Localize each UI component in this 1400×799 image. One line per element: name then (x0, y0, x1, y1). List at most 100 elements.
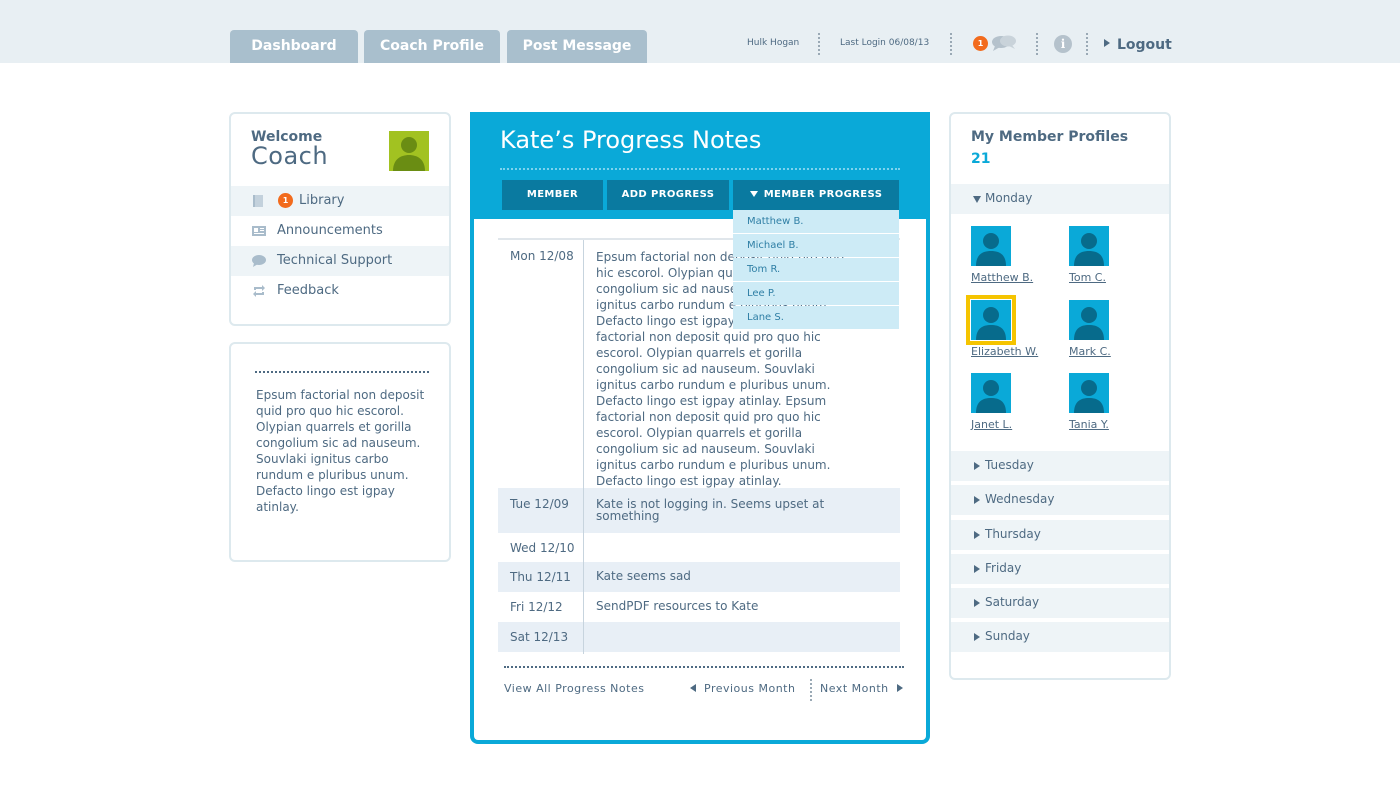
dropdown-item[interactable]: Tom R. (733, 258, 899, 281)
view-all-notes-link[interactable]: View All Progress Notes (504, 682, 645, 695)
dropdown-item[interactable]: Matthew B. (733, 210, 899, 233)
table-row[interactable]: Fri 12/12 SendPDF resources to Kate (498, 592, 900, 622)
day-saturday[interactable]: Saturday (951, 588, 1169, 618)
message-count-badge: 1 (973, 36, 988, 51)
tab-member-profile[interactable]: MEMBER PROFILE (502, 180, 603, 230)
avatar (971, 373, 1011, 413)
divider (818, 33, 820, 55)
table-row[interactable]: Wed 12/10 (498, 533, 900, 562)
table-row[interactable]: Tue 12/09 Kate is not logging in. Seems … (498, 488, 900, 533)
coach-label: Coach (251, 142, 329, 170)
day-wednesday[interactable]: Wednesday (951, 485, 1169, 515)
avatar (966, 295, 1016, 345)
person-silhouette-icon (976, 233, 1006, 266)
sidebar-item-announcements[interactable]: Announcements (231, 216, 449, 246)
day-label: Saturday (985, 595, 1040, 609)
day-sunday[interactable]: Sunday (951, 622, 1169, 652)
note-text: Kate seems sad (596, 569, 691, 583)
dotted-divider (504, 666, 904, 668)
sidebar-item-technical-support[interactable]: Technical Support (231, 246, 449, 276)
tab-coach-profile[interactable]: Coach Profile (364, 30, 500, 63)
newspaper-icon (252, 226, 266, 236)
caret-down-icon (973, 196, 981, 203)
arrow-right-icon (896, 684, 903, 692)
dropdown-item[interactable]: Lee P. (733, 282, 899, 305)
chat-icon[interactable] (991, 34, 1017, 52)
note-date: Mon 12/08 (510, 249, 574, 263)
divider (1036, 33, 1038, 55)
member-card[interactable]: Mark C. (1069, 300, 1149, 358)
divider (1086, 33, 1088, 55)
blurb-text: Epsum factorial non deposit quid pro quo… (256, 388, 425, 514)
note-date: Wed 12/10 (510, 541, 575, 555)
sidebar-item-label: Technical Support (277, 253, 393, 268)
member-name: Elizabeth W. (971, 345, 1039, 358)
member-card[interactable]: Tom C. (1069, 226, 1149, 284)
info-blurb-panel: Epsum factorial non deposit quid pro quo… (229, 342, 451, 562)
note-date: Fri 12/12 (510, 600, 563, 614)
next-month-link[interactable]: Next Month (820, 682, 903, 695)
member-name: Tania Y. (1069, 418, 1109, 431)
play-arrow-icon (1104, 39, 1110, 47)
next-month-label: Next Month (820, 682, 889, 695)
day-label: Thursday (985, 527, 1041, 541)
logout-label: Logout (1117, 37, 1172, 53)
dropdown-item[interactable]: Michael B. (733, 234, 899, 257)
current-user-name[interactable]: Hulk Hogan (747, 38, 800, 48)
divider (950, 33, 952, 55)
member-card[interactable]: Tania Y. (1069, 373, 1149, 431)
day-label: Tuesday (985, 458, 1034, 472)
note-date: Sat 12/13 (510, 630, 569, 644)
member-name: Mark C. (1069, 345, 1111, 358)
avatar (1069, 373, 1109, 413)
sidebar-item-feedback[interactable]: Feedback (231, 276, 449, 306)
avatar (1069, 300, 1109, 340)
info-icon[interactable]: i (1054, 35, 1072, 53)
day-label: Sunday (985, 629, 1030, 643)
person-silhouette-icon (976, 307, 1006, 340)
tab-dashboard[interactable]: Dashboard (230, 30, 358, 63)
member-profiles-panel: My Member Profiles 21 Monday Matthew B. … (949, 112, 1171, 680)
logout-link[interactable]: Logout (1104, 37, 1172, 53)
member-dropdown-menu: Matthew B. Michael B. Tom R. Lee P. Lane… (733, 210, 899, 330)
library-count-badge: 1 (278, 193, 293, 208)
progress-notes-header: Kate’s Progress Notes MEMBER PROFILE ADD… (470, 112, 930, 230)
tab-add-progress-note[interactable]: ADD PROGRESS NOTE (607, 180, 729, 230)
table-row[interactable]: Sat 12/13 (498, 622, 900, 652)
previous-month-link[interactable]: Previous Month (690, 682, 795, 695)
previous-month-label: Previous Month (704, 682, 796, 695)
tab-post-message[interactable]: Post Message (507, 30, 647, 63)
day-thursday[interactable]: Thursday (951, 520, 1169, 550)
book-icon (253, 195, 263, 207)
day-label: Friday (985, 561, 1022, 575)
avatar (971, 226, 1011, 266)
member-name: Matthew B. (971, 271, 1034, 284)
note-date: Tue 12/09 (510, 497, 569, 511)
member-name: Tom C. (1069, 271, 1106, 284)
progress-notes-panel: Kate’s Progress Notes MEMBER PROFILE ADD… (470, 112, 930, 744)
top-navigation-bar: Dashboard Coach Profile Post Message Hul… (0, 0, 1400, 63)
column-divider (583, 240, 584, 654)
member-card[interactable]: Janet L. (971, 373, 1051, 431)
divider (498, 238, 900, 240)
member-card[interactable]: Elizabeth W. (966, 295, 1051, 358)
caret-right-icon (974, 531, 980, 539)
sidebar-item-library[interactable]: 1 Library (231, 186, 449, 216)
member-card[interactable]: Matthew B. (971, 226, 1051, 284)
table-row[interactable]: Thu 12/11 Kate seems sad (498, 562, 900, 592)
person-silhouette-icon (1074, 380, 1104, 413)
sidebar-item-label: Library (299, 193, 345, 208)
tab-member-progress-notes[interactable]: MEMBER PROGRESS NOTES (733, 180, 899, 230)
sidebar-item-label: Feedback (277, 283, 339, 298)
day-monday[interactable]: Monday (951, 184, 1169, 214)
note-date: Thu 12/11 (510, 570, 571, 584)
last-login-text: Last Login 06/08/13 (840, 38, 930, 48)
dotted-divider (500, 168, 900, 170)
day-tuesday[interactable]: Tuesday (951, 451, 1169, 481)
day-label: Wednesday (985, 492, 1055, 506)
caret-right-icon (974, 633, 980, 641)
dropdown-item[interactable]: Lane S. (733, 306, 899, 329)
coach-avatar[interactable] (389, 131, 429, 171)
day-friday[interactable]: Friday (951, 554, 1169, 584)
speech-bubble-icon (252, 255, 266, 267)
